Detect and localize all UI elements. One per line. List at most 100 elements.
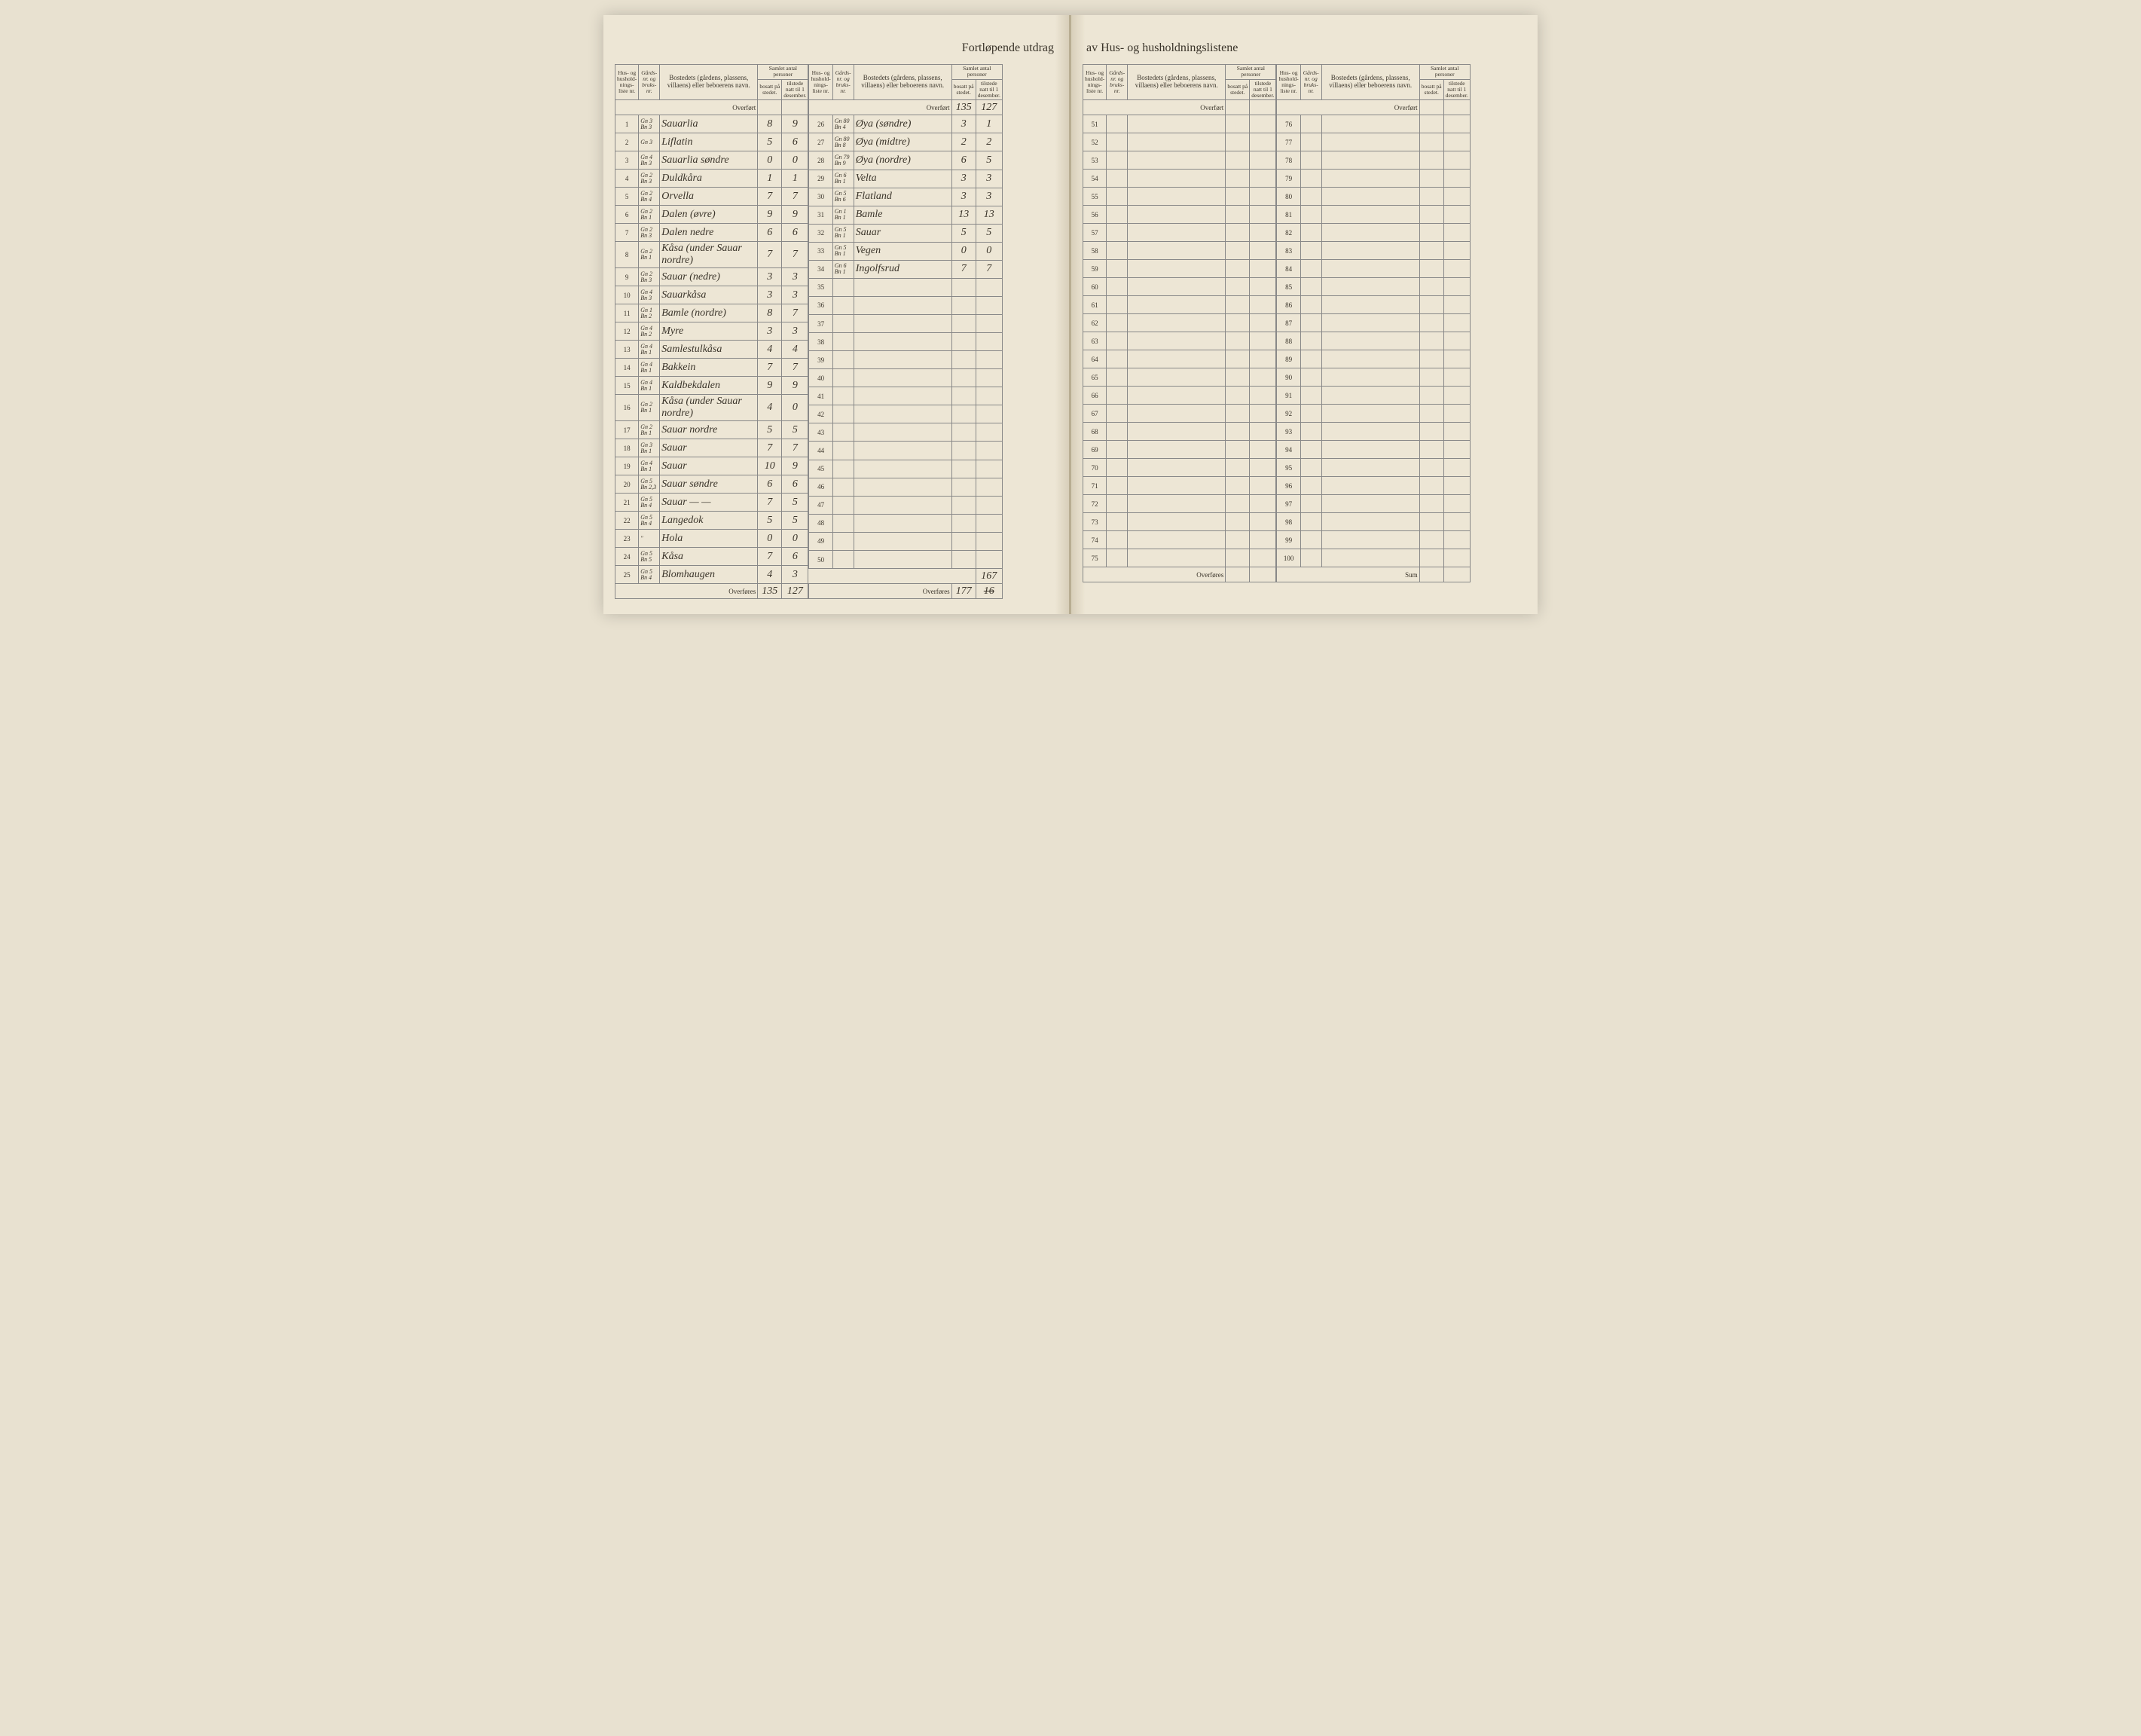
- row-gard: Gn 5Bn 5: [639, 548, 660, 566]
- row-tilstede: 7: [782, 188, 808, 206]
- row-bosatt: [1419, 350, 1443, 368]
- row-num: 66: [1083, 387, 1107, 405]
- row-tilstede: 5: [782, 512, 808, 530]
- row-bosatt: [1419, 151, 1443, 170]
- row-tilstede: 3: [782, 268, 808, 286]
- row-bosatt: [1419, 133, 1443, 151]
- row-bosatt: [1226, 206, 1250, 224]
- row-bosatt: [951, 351, 976, 369]
- row-tilstede: [1443, 441, 1470, 459]
- row-num: 26: [809, 115, 832, 133]
- row-bosatt: [1226, 531, 1250, 549]
- table-row: 81: [1277, 206, 1470, 224]
- row-gard: [1300, 278, 1321, 296]
- row-num: 30: [809, 188, 832, 206]
- row-bosatt: [1226, 296, 1250, 314]
- table-row: 74: [1083, 531, 1276, 549]
- row-name: Blomhaugen: [660, 566, 758, 584]
- row-gard: [1107, 387, 1128, 405]
- row-bosatt: [1419, 477, 1443, 495]
- row-num: 72: [1083, 495, 1107, 513]
- row-gard: [1300, 531, 1321, 549]
- row-tilstede: [1443, 531, 1470, 549]
- table-row: 5 Gn 2Bn 4 Orvella 7 7: [615, 188, 808, 206]
- hdr-bosatt: bosatt på stedet.: [758, 79, 782, 100]
- row-gard: [1300, 368, 1321, 387]
- table-row: 62: [1083, 314, 1276, 332]
- hdr-gard: Gårds-nr. og bruks-nr.: [1107, 65, 1128, 100]
- row-num: 9: [615, 268, 639, 286]
- row-tilstede: [1443, 423, 1470, 441]
- row-bosatt: [1419, 206, 1443, 224]
- row-num: 75: [1083, 549, 1107, 567]
- row-num: 23: [615, 530, 639, 548]
- row-name: Sauar: [660, 457, 758, 475]
- table-row: 42: [809, 405, 1002, 423]
- row-gard: Gn 2Bn 3: [639, 170, 660, 188]
- row-num: 45: [809, 460, 832, 478]
- row-name: [1128, 224, 1226, 242]
- row-tilstede: [1250, 170, 1276, 188]
- row-bosatt: [1419, 278, 1443, 296]
- row-bosatt: [1419, 170, 1443, 188]
- row-name: [1128, 296, 1226, 314]
- row-name: Sauarkåsa: [660, 286, 758, 304]
- row-name: Vegen: [854, 242, 951, 260]
- table-row: 55: [1083, 188, 1276, 206]
- row-gard: [1300, 314, 1321, 332]
- table-row: 79: [1277, 170, 1470, 188]
- row-bosatt: [1419, 115, 1443, 133]
- hdr-bosted: Bostedets (gårdens, plassens, villaens) …: [1128, 65, 1226, 100]
- table-row: 78: [1277, 151, 1470, 170]
- row-tilstede: [976, 315, 1002, 333]
- table-row: 19 Gn 4Bn 1 Sauar 10 9: [615, 457, 808, 475]
- row-num: 74: [1083, 531, 1107, 549]
- row-num: 97: [1277, 495, 1300, 513]
- row-name: [1128, 477, 1226, 495]
- row-bosatt: 9: [758, 206, 782, 224]
- table-row: 75: [1083, 549, 1276, 567]
- row-num: 83: [1277, 242, 1300, 260]
- row-tilstede: [1443, 405, 1470, 423]
- row-num: 71: [1083, 477, 1107, 495]
- row-name: [1128, 549, 1226, 567]
- block-1: Hus- og hushold-nings-liste nr. Gårds-nr…: [615, 64, 808, 599]
- hdr-gard: Gårds-nr. og bruks-nr.: [1300, 65, 1321, 100]
- row-bosatt: 8: [758, 115, 782, 133]
- row-bosatt: 4: [758, 566, 782, 584]
- table-row: 7 Gn 2Bn 3 Dalen nedre 6 6: [615, 224, 808, 242]
- row-tilstede: [1443, 459, 1470, 477]
- table-row: 23 " Hola 0 0: [615, 530, 808, 548]
- row-num: 56: [1083, 206, 1107, 224]
- row-gard: Gn 1Bn 2: [639, 304, 660, 322]
- row-gard: Gn 1Bn 1: [832, 206, 854, 224]
- row-gard: Gn 4Bn 1: [639, 359, 660, 377]
- table-row: 92: [1277, 405, 1470, 423]
- row-name: [854, 423, 951, 442]
- row-bosatt: 13: [951, 206, 976, 224]
- table-row: 41: [809, 387, 1002, 405]
- hdr-samlet: Samlet antal personer: [1226, 65, 1276, 80]
- row-tilstede: 3: [976, 188, 1002, 206]
- row-name: Sauar — —: [660, 494, 758, 512]
- row-tilstede: [1250, 296, 1276, 314]
- table-row: 12 Gn 4Bn 2 Myre 3 3: [615, 322, 808, 341]
- row-tilstede: [1443, 350, 1470, 368]
- row-num: 100: [1277, 549, 1300, 567]
- row-gard: [1300, 133, 1321, 151]
- row-num: 28: [809, 151, 832, 170]
- row-bosatt: [1419, 387, 1443, 405]
- row-gard: [1107, 151, 1128, 170]
- b1-footer-t: 127: [782, 584, 808, 599]
- row-name: [1128, 151, 1226, 170]
- row-bosatt: 5: [758, 421, 782, 439]
- row-bosatt: [1419, 242, 1443, 260]
- table-row: 18 Gn 3Bn 1 Sauar 7 7: [615, 439, 808, 457]
- overfort-label: Overført: [1277, 100, 1419, 115]
- row-name: [854, 478, 951, 496]
- row-gard: Gn 5Bn 1: [832, 242, 854, 260]
- table-row: 24 Gn 5Bn 5 Kåsa 7 6: [615, 548, 808, 566]
- row-num: 3: [615, 151, 639, 170]
- row-tilstede: [1250, 242, 1276, 260]
- row-gard: [1107, 549, 1128, 567]
